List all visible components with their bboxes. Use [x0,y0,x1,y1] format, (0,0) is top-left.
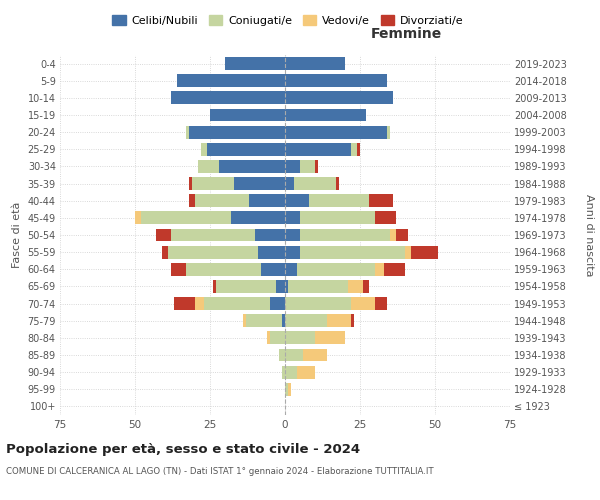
Bar [300,246,405,258]
Bar [303,348,327,362]
Bar [285,212,300,224]
Bar [279,348,285,362]
Bar [300,160,315,173]
Bar [213,280,216,293]
Bar [168,246,258,258]
Bar [285,177,294,190]
Bar [285,314,327,327]
Y-axis label: Fasce di età: Fasce di età [12,202,22,268]
Bar [315,160,318,173]
Bar [285,263,297,276]
Bar [396,228,408,241]
Bar [261,263,285,276]
Bar [282,314,285,327]
Bar [285,92,393,104]
Bar [336,177,339,190]
Bar [177,74,285,87]
Bar [192,177,234,190]
Y-axis label: Anni di nascita: Anni di nascita [584,194,594,276]
Bar [285,143,351,156]
Bar [162,246,168,258]
Bar [327,314,351,327]
Bar [141,212,231,224]
Bar [225,57,285,70]
Bar [186,263,261,276]
Bar [288,383,291,396]
Bar [195,194,249,207]
Bar [171,263,186,276]
Bar [189,194,195,207]
Bar [135,212,141,224]
Bar [351,143,357,156]
Bar [282,366,285,378]
Bar [156,228,171,241]
Bar [351,297,375,310]
Bar [231,212,285,224]
Bar [309,194,369,207]
Text: Popolazione per età, sesso e stato civile - 2024: Popolazione per età, sesso e stato civil… [6,442,360,456]
Bar [351,314,354,327]
Bar [207,143,285,156]
Bar [276,280,285,293]
Bar [300,228,390,241]
Bar [234,177,285,190]
Bar [171,228,255,241]
Bar [297,263,375,276]
Text: COMUNE DI CALCERANICA AL LAGO (TN) - Dati ISTAT 1° gennaio 2024 - Elaborazione T: COMUNE DI CALCERANICA AL LAGO (TN) - Dat… [6,468,434,476]
Bar [249,194,285,207]
Bar [357,143,360,156]
Bar [285,126,387,138]
Bar [348,280,363,293]
Bar [285,246,300,258]
Bar [219,160,285,173]
Bar [405,246,411,258]
Bar [285,383,288,396]
Bar [375,212,396,224]
Bar [285,332,315,344]
Bar [294,177,336,190]
Bar [297,366,315,378]
Bar [258,246,285,258]
Bar [285,74,387,87]
Bar [174,297,195,310]
Bar [390,228,396,241]
Bar [369,194,393,207]
Text: Femmine: Femmine [371,26,442,40]
Bar [285,366,297,378]
Bar [171,92,285,104]
Bar [285,297,351,310]
Legend: Celibi/Nubili, Coniugati/e, Vedovi/e, Divorziati/e: Celibi/Nubili, Coniugati/e, Vedovi/e, Di… [108,10,468,30]
Bar [315,332,345,344]
Bar [204,297,270,310]
Bar [411,246,438,258]
Bar [285,280,288,293]
Bar [285,194,309,207]
Bar [216,280,276,293]
Bar [288,280,348,293]
Bar [243,314,246,327]
Bar [270,332,285,344]
Bar [198,160,219,173]
Bar [300,212,375,224]
Bar [195,297,204,310]
Bar [210,108,285,122]
Bar [285,160,300,173]
Bar [285,108,366,122]
Bar [267,332,270,344]
Bar [201,143,207,156]
Bar [270,297,285,310]
Bar [387,126,390,138]
Bar [363,280,369,293]
Bar [189,126,285,138]
Bar [186,126,189,138]
Bar [246,314,282,327]
Bar [375,263,384,276]
Bar [285,348,303,362]
Bar [255,228,285,241]
Bar [285,57,345,70]
Bar [285,228,300,241]
Bar [375,297,387,310]
Bar [384,263,405,276]
Bar [189,177,192,190]
